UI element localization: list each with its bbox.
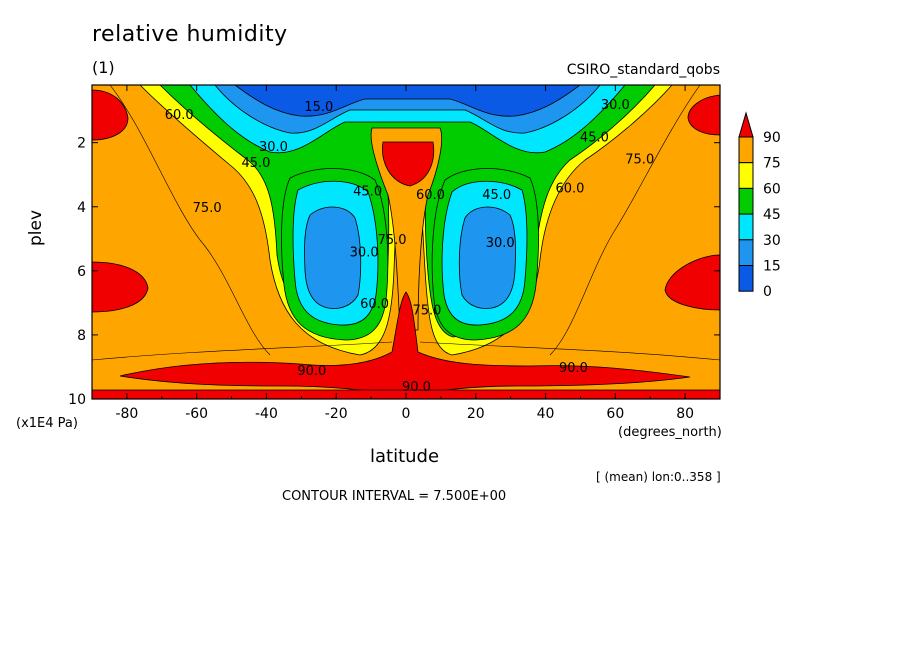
contour-label: 45.0 — [353, 185, 382, 200]
contour-label: 75.0 — [193, 201, 222, 216]
contour-interval-label: CONTOUR INTERVAL = 7.500E+00 — [282, 489, 507, 504]
contour-label: 75.0 — [412, 303, 441, 318]
x-tick-label: 40 — [537, 406, 555, 422]
contour-label: 15.0 — [304, 100, 333, 115]
right-cell-15-30 — [458, 206, 516, 309]
x-tick-label: 0 — [402, 406, 411, 422]
contour-labels: 15.0 30.060.045.030.045.0 75.060.045.0 60.0… — [165, 98, 654, 395]
colorbar-label: 75 — [763, 156, 781, 172]
chart-title: relative humidity — [92, 22, 288, 47]
contour-label: 30.0 — [486, 236, 515, 251]
contour-label: 30.0 — [259, 140, 288, 155]
contour-line — [92, 341, 393, 361]
contour-label: 60.0 — [416, 188, 445, 203]
y-tick-label: 10 — [68, 392, 86, 408]
contour-label: 90.0 — [402, 380, 431, 395]
y-axis-ticks: 2 4 6 8 10 — [68, 136, 720, 408]
contour-label: 45.0 — [580, 130, 609, 145]
x-tick-label: 20 — [467, 406, 485, 422]
colorbar-swatch — [738, 162, 754, 189]
contour-label: 60.0 — [360, 297, 389, 312]
equatorial-red-top — [382, 141, 435, 187]
cell-top-left — [92, 89, 129, 141]
colorbar-swatch — [738, 136, 754, 164]
colorbar-arrow — [738, 111, 754, 138]
x-tick-label: -20 — [325, 406, 348, 422]
equatorial-tongue-75 — [370, 127, 443, 331]
x-tick-label: 80 — [676, 406, 694, 422]
contour-label: 90.0 — [297, 364, 326, 379]
contour-line — [549, 85, 701, 356]
contour-label: 45.0 — [242, 156, 271, 171]
contour-label: 30.0 — [350, 246, 379, 261]
colorbar-swatch — [738, 213, 754, 241]
surface-red-band — [119, 291, 691, 396]
cell-top-right — [687, 94, 720, 136]
contour-label: 45.0 — [482, 188, 511, 203]
x-tick-label: 60 — [606, 406, 624, 422]
x-tick-label: -80 — [115, 406, 138, 422]
chart-subtitle: (1) — [92, 58, 115, 77]
contour-label: 90.0 — [559, 361, 588, 376]
colorbar-swatch — [738, 187, 754, 215]
x-axis-label: latitude — [370, 446, 440, 467]
contour-label: 60.0 — [556, 182, 585, 197]
colorbar-label: 0 — [763, 284, 772, 300]
colorbar-label: 60 — [763, 181, 781, 197]
y-tick-label: 4 — [77, 200, 86, 216]
y-tick-label: 8 — [77, 328, 86, 344]
cell-mid-right — [664, 254, 720, 311]
x-axis-ticks: -80 -60 -40 -20 0 20 40 60 80 — [91, 85, 721, 422]
contour-line — [109, 85, 271, 356]
band-0-15 — [234, 85, 581, 117]
averaging-note: [ (mean) lon:0..358 ] — [596, 470, 721, 484]
colorbar-label: 30 — [763, 233, 781, 249]
dataset-label: CSIRO_standard_qobs — [566, 62, 720, 78]
contour-line — [419, 341, 720, 361]
x-tick-label: -40 — [255, 406, 278, 422]
contour-label: 60.0 — [165, 108, 194, 123]
contour-label: 75.0 — [625, 153, 654, 168]
y-tick-label: 6 — [77, 264, 86, 280]
colorbar-swatch — [738, 265, 754, 292]
contour-label: 30.0 — [601, 98, 630, 113]
cell-mid-left — [92, 261, 149, 313]
left-cell-15-30 — [304, 206, 362, 309]
colorbar-swatch — [738, 239, 754, 267]
contour-label: 75.0 — [378, 233, 407, 248]
x-tick-label: -60 — [185, 406, 208, 422]
y-tick-label: 2 — [77, 136, 86, 152]
x-axis-unit: (degrees_north) — [618, 425, 722, 440]
colorbar-label: 15 — [763, 259, 781, 275]
colorbar-label: 45 — [763, 207, 781, 223]
y-axis-unit: (x1E4 Pa) — [16, 416, 78, 431]
colorbar: 0 15 30 45 60 75 90 — [738, 111, 781, 300]
colorbar-label: 90 — [763, 130, 781, 146]
